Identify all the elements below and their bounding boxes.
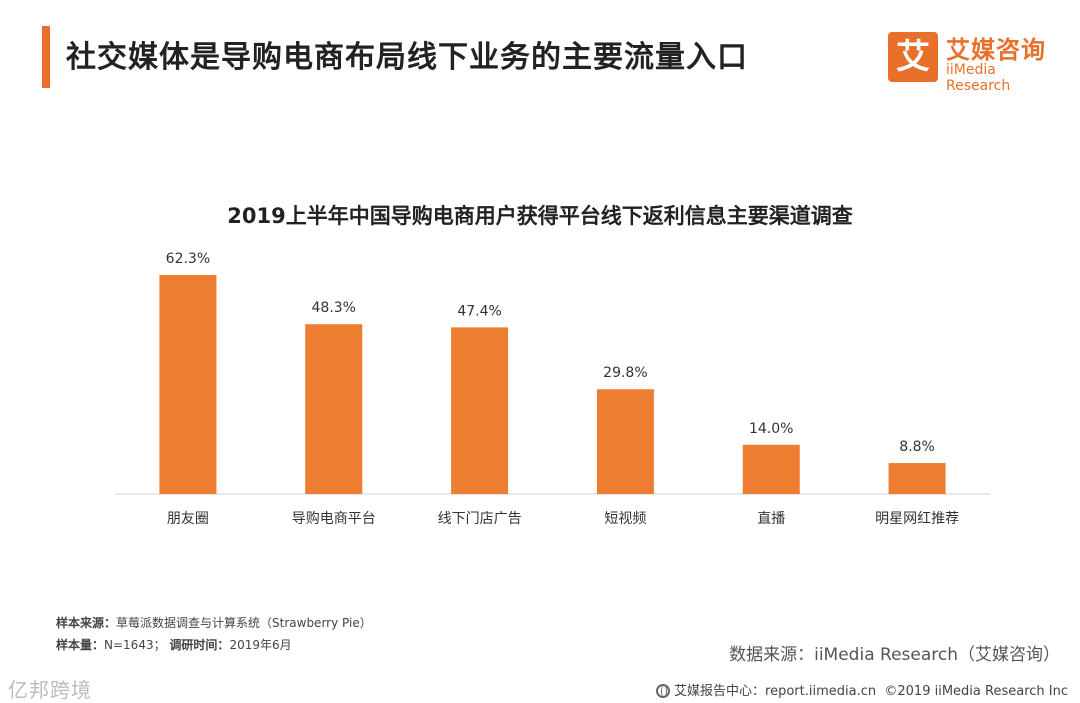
chart-title: 2019上半年中国导购电商用户获得平台线下返利信息主要渠道调查 bbox=[227, 204, 853, 228]
sample-source-label: 样本来源： bbox=[56, 616, 117, 630]
bar-2 bbox=[451, 327, 509, 494]
title-accent-bar bbox=[42, 26, 50, 88]
footer: 亿邦跨境 艾媒报告中心：report.iimedia.cn ©2019 iiMe… bbox=[0, 670, 1080, 703]
sample-size-value: N=1643； bbox=[104, 638, 166, 652]
logo-cn-text: 艾媒咨询 bbox=[946, 36, 1046, 64]
value-label-5: 8.8% bbox=[899, 439, 935, 455]
category-label-0: 朋友圈 bbox=[167, 511, 209, 527]
brand-logo: 艾 艾媒咨询 iiMedia Research bbox=[888, 30, 1060, 94]
bar-chart: 62.3% 朋友圈 48.3% 导购电商平台 47.4% 线下门店广告 29.8% 短视频 14… bbox=[115, 251, 990, 527]
bar-0 bbox=[159, 275, 217, 494]
sample-size-label: 样本量： bbox=[56, 638, 105, 652]
category-label-2: 线下门店广告 bbox=[438, 511, 522, 527]
bar-3 bbox=[596, 389, 654, 494]
value-label-2: 47.4% bbox=[457, 303, 501, 319]
value-label-1: 48.3% bbox=[312, 300, 356, 316]
logo-en-text: iiMedia Research bbox=[946, 62, 1011, 94]
category-label-4: 直播 bbox=[757, 510, 785, 527]
survey-time-value: 2019年6月 bbox=[229, 638, 292, 652]
sample-size-line: 样本量：N=1643； 调研时间：2019年6月 bbox=[56, 634, 372, 656]
watermark-text: 亿邦跨境 bbox=[8, 678, 92, 702]
category-label-5: 明星网红推荐 bbox=[875, 511, 959, 527]
value-label-3: 29.8% bbox=[603, 365, 647, 381]
footer-info: 艾媒报告中心：report.iimedia.cn ©2019 iiMedia R… bbox=[656, 680, 1068, 699]
survey-time-label: 调研时间： bbox=[169, 638, 230, 652]
data-source: 数据来源：iiMedia Research（艾媒咨询） bbox=[729, 645, 1060, 665]
report-center-link[interactable]: 艾媒报告中心：report.iimedia.cn bbox=[674, 684, 877, 699]
bar-5 bbox=[888, 463, 946, 494]
category-label-3: 短视频 bbox=[604, 511, 646, 527]
value-label-4: 14.0% bbox=[749, 421, 793, 437]
sample-notes: 样本来源：草莓派数据调查与计算系统（Strawberry Pie） 样本量：N=… bbox=[56, 612, 372, 656]
value-label-0: 62.3% bbox=[166, 251, 210, 267]
copyright-text: ©2019 iiMedia Research Inc bbox=[884, 684, 1068, 699]
globe-icon bbox=[656, 684, 671, 698]
bar-4 bbox=[742, 444, 800, 494]
page-title: 社交媒体是导购电商布局线下业务的主要流量入口 bbox=[66, 40, 748, 75]
bar-1 bbox=[305, 324, 363, 494]
sample-source-line: 样本来源：草莓派数据调查与计算系统（Strawberry Pie） bbox=[56, 612, 372, 634]
sample-source-value: 草莓派数据调查与计算系统（Strawberry Pie） bbox=[116, 616, 372, 630]
category-label-1: 导购电商平台 bbox=[292, 511, 376, 527]
logo-glyph-icon: 艾 bbox=[888, 32, 938, 82]
